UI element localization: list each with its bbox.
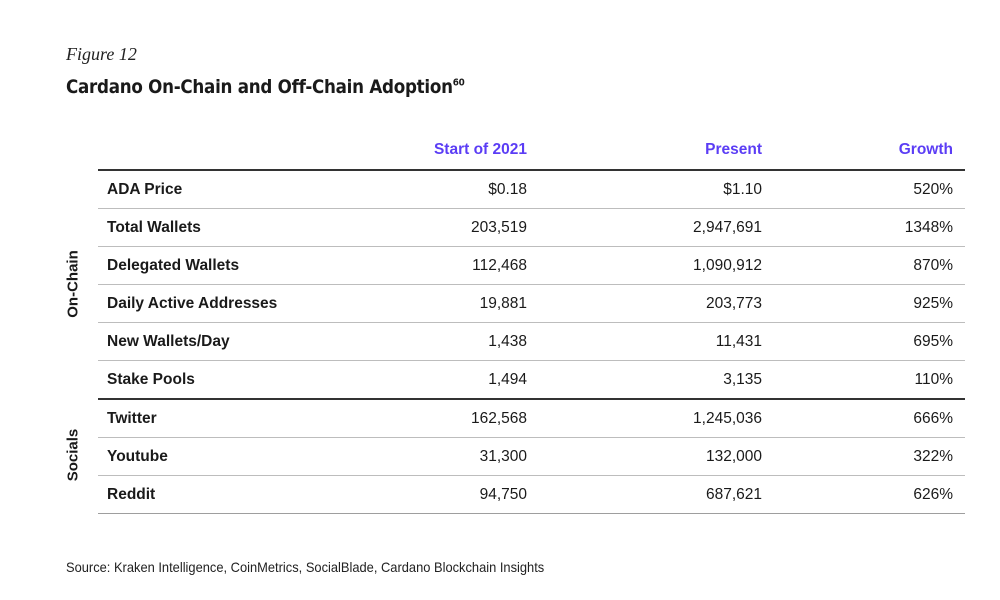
table-header-row: Start of 2021 Present Growth [98, 131, 965, 171]
row-start-value: 1,438 [403, 322, 539, 361]
footnote-ref: 60 [452, 77, 465, 89]
source-note: Source: Kraken Intelligence, CoinMetrics… [66, 559, 545, 575]
group-label-on-chain: On-Chain [64, 250, 82, 318]
table-row: Total Wallets 203,519 2,947,691 1348% [98, 208, 965, 247]
table-row: Delegated Wallets 112,468 1,090,912 870% [98, 246, 965, 285]
row-start-value: 31,300 [403, 437, 539, 476]
figure-label: Figure 12 [66, 44, 137, 64]
row-present-value: 132,000 [539, 437, 774, 476]
column-header-start: Start of 2021 [403, 131, 539, 171]
figure-title-text: Cardano On-Chain and Off-Chain Adoption [66, 76, 453, 98]
adoption-table: Start of 2021 Present Growth ADA Price $… [98, 131, 965, 514]
row-present-value: 3,135 [539, 360, 774, 400]
group-label-socials: Socials [64, 428, 82, 482]
column-header-metric [98, 131, 403, 171]
row-metric: Youtube [98, 437, 403, 476]
row-metric: ADA Price [98, 170, 403, 209]
row-present-value: $1.10 [539, 170, 774, 209]
table-row: ADA Price $0.18 $1.10 520% [98, 170, 965, 209]
table-body: ADA Price $0.18 $1.10 520% Total Wallets… [98, 170, 965, 514]
table-row: Youtube 31,300 132,000 322% [98, 437, 965, 476]
row-metric: Stake Pools [98, 360, 403, 400]
row-growth-value: 322% [774, 437, 965, 476]
row-start-value: 94,750 [403, 475, 539, 514]
row-growth-value: 626% [774, 475, 965, 514]
row-present-value: 11,431 [539, 322, 774, 361]
table-row: New Wallets/Day 1,438 11,431 695% [98, 322, 965, 361]
row-growth-value: 925% [774, 284, 965, 323]
row-metric: Delegated Wallets [98, 246, 403, 285]
row-metric: Total Wallets [98, 208, 403, 247]
row-start-value: 1,494 [403, 360, 539, 400]
table-row: Reddit 94,750 687,621 626% [98, 475, 965, 514]
row-metric: Reddit [98, 475, 403, 514]
row-present-value: 687,621 [539, 475, 774, 514]
row-growth-value: 110% [774, 360, 965, 400]
row-present-value: 1,090,912 [539, 246, 774, 285]
row-growth-value: 1348% [774, 208, 965, 247]
row-start-value: $0.18 [403, 170, 539, 209]
row-growth-value: 870% [774, 246, 965, 285]
row-growth-value: 695% [774, 322, 965, 361]
row-growth-value: 520% [774, 170, 965, 209]
column-header-present: Present [539, 131, 774, 171]
row-start-value: 203,519 [403, 208, 539, 247]
table-row: Daily Active Addresses 19,881 203,773 92… [98, 284, 965, 323]
row-metric: Daily Active Addresses [98, 284, 403, 323]
table-row: Twitter 162,568 1,245,036 666% [98, 399, 965, 438]
figure-title: Cardano On-Chain and Off-Chain Adoption6… [66, 76, 465, 98]
table-row: Stake Pools 1,494 3,135 110% [98, 360, 965, 400]
row-present-value: 2,947,691 [539, 208, 774, 247]
row-start-value: 162,568 [403, 399, 539, 438]
column-header-growth: Growth [774, 131, 965, 171]
row-start-value: 19,881 [403, 284, 539, 323]
row-metric: Twitter [98, 399, 403, 438]
row-present-value: 1,245,036 [539, 399, 774, 438]
row-present-value: 203,773 [539, 284, 774, 323]
row-metric: New Wallets/Day [98, 322, 403, 361]
row-start-value: 112,468 [403, 246, 539, 285]
row-growth-value: 666% [774, 399, 965, 438]
